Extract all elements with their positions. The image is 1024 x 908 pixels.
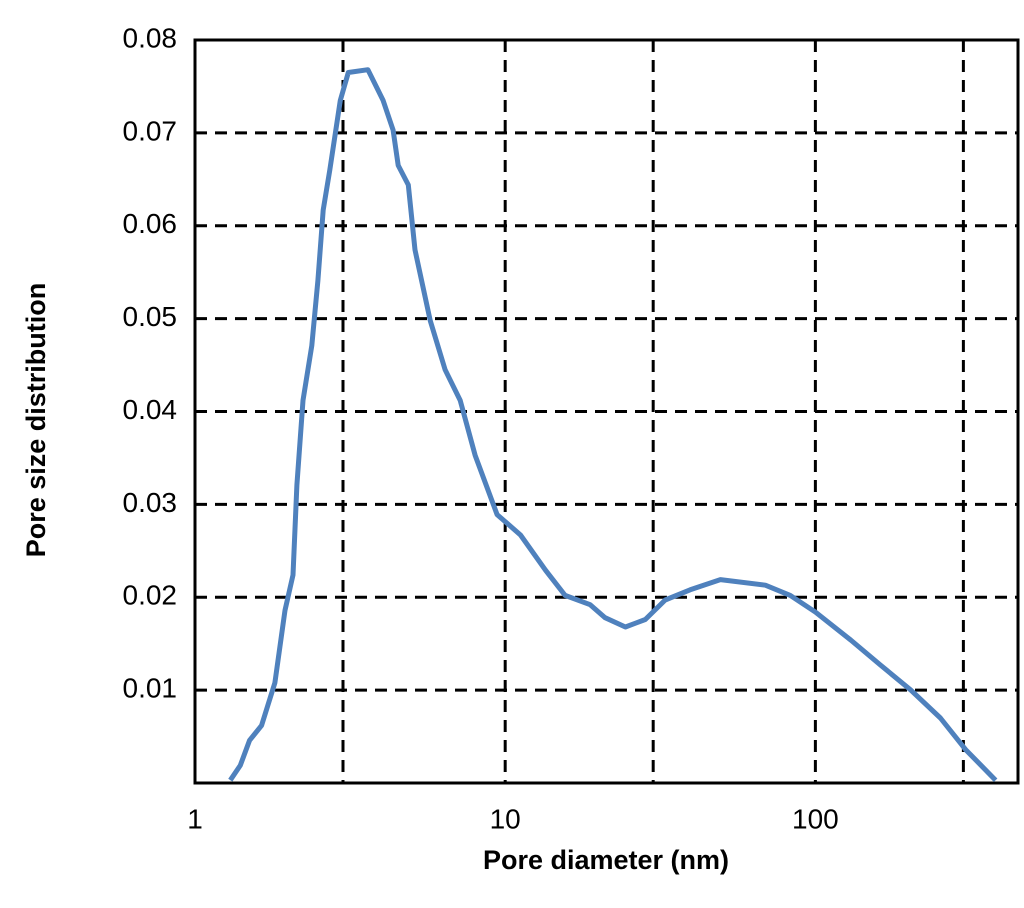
y-axis-title: Pore size distribution bbox=[21, 283, 51, 558]
plot-frame bbox=[193, 38, 1020, 785]
y-tick-label: 0.05 bbox=[123, 301, 178, 332]
y-tick-label: 0.03 bbox=[123, 487, 178, 518]
x-axis-title: Pore diameter (nm) bbox=[483, 845, 729, 875]
y-tick-label: 0.01 bbox=[123, 673, 178, 704]
x-tick-label: 100 bbox=[792, 803, 839, 834]
data-line bbox=[228, 67, 998, 782]
x-tick-label: 10 bbox=[490, 803, 521, 834]
y-tick-label: 0.06 bbox=[123, 208, 178, 239]
y-tick-label: 0.02 bbox=[123, 580, 178, 611]
y-tick-label: 0.08 bbox=[123, 22, 178, 53]
y-tick-label: 0.04 bbox=[123, 394, 178, 425]
x-tick-label: 1 bbox=[187, 803, 203, 834]
y-tick-label: 0.07 bbox=[123, 115, 178, 146]
